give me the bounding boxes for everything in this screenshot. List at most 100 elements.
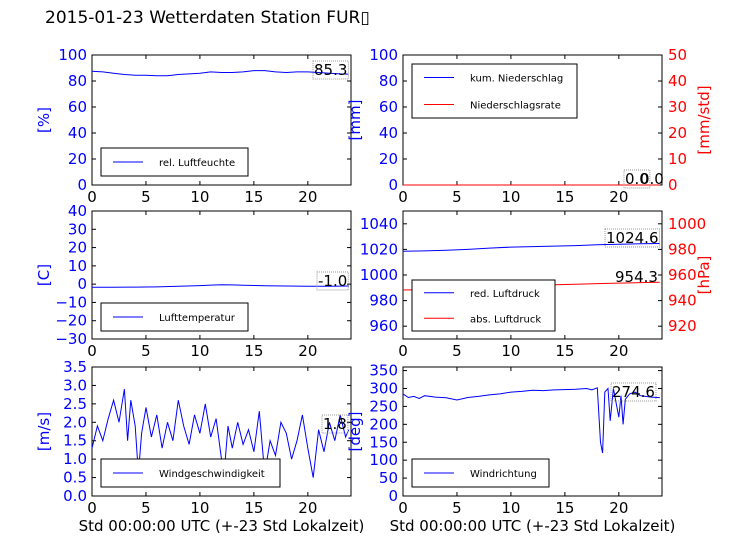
precipitation-ytick-right-label: 40 xyxy=(668,72,687,90)
wind_speed-ytick-label: 3.0 xyxy=(63,376,87,394)
pressure-ytick-right-label: 920 xyxy=(668,317,697,335)
pressure-series-1-line xyxy=(402,243,660,252)
wind_direction-series-1-line xyxy=(402,387,660,454)
wind_direction-xtick-label: 20 xyxy=(609,499,628,517)
pressure-legend-label: abs. Luftdruck xyxy=(470,314,541,325)
wind_direction-ytick-label: 250 xyxy=(369,397,398,415)
wind_direction-ytick-label: 150 xyxy=(369,433,398,451)
humidity-ytick-label: 40 xyxy=(68,124,87,142)
temperature-current-value-box xyxy=(316,271,349,291)
precipitation-ytick-label: 20 xyxy=(379,150,398,168)
humidity-xtick-label: 0 xyxy=(87,188,97,206)
wind_direction-xtick-label: 15 xyxy=(555,499,574,517)
precipitation-ytick-right-label: 0 xyxy=(668,176,678,194)
precipitation-ytick-label: 60 xyxy=(379,98,398,116)
pressure-xtick-label: 10 xyxy=(501,342,520,360)
wind_speed-current-value: 1.8 xyxy=(323,415,347,433)
temperature-ytick-label: 20 xyxy=(68,239,87,257)
precipitation-ytick-label: 80 xyxy=(379,72,398,90)
wind_direction-ytick-label: 50 xyxy=(379,469,398,487)
temperature-xtick-label: 0 xyxy=(87,342,97,360)
pressure-legend-label: red. Luftdruck xyxy=(470,289,540,300)
temperature-ytick-label: 30 xyxy=(68,220,87,238)
precipitation-ytick-right-label: 20 xyxy=(668,124,687,142)
humidity-ytick-label: 20 xyxy=(68,150,87,168)
pressure-ytick-label: 1020 xyxy=(360,240,398,258)
wind_direction-xlabel: Std 00:00:00 UTC (+-23 Std Lokalzeit) xyxy=(390,517,676,535)
pressure-legend-box xyxy=(411,279,556,332)
pressure-ytick-right-label: 960 xyxy=(668,266,697,284)
humidity-current-value-box xyxy=(312,60,349,80)
pressure-xtick-label: 20 xyxy=(609,342,628,360)
pressure-ytick-right-label: 980 xyxy=(668,240,697,258)
humidity-xtick-label: 10 xyxy=(190,188,209,206)
wind_speed-ytick-label: 2.0 xyxy=(63,413,87,431)
wind_direction-xtick-label: 10 xyxy=(501,499,520,517)
precipitation-xtick-label: 20 xyxy=(609,188,628,206)
pressure-ytick-label: 1000 xyxy=(360,266,398,284)
temperature-ytick-label: −20 xyxy=(55,312,87,330)
pressure-ytick-label: 1040 xyxy=(360,215,398,233)
pressure-xtick-label: 5 xyxy=(452,342,462,360)
wind_speed-ytick-label: 2.5 xyxy=(63,395,87,413)
wind_speed-legend-label: Windgeschwindigkeit xyxy=(159,469,265,480)
precipitation-xtick-label: 10 xyxy=(501,188,520,206)
temperature-ytick-label: −10 xyxy=(55,293,87,311)
pressure-ylabel-right: [hPa] xyxy=(695,256,713,295)
pressure-current-value-box xyxy=(604,228,660,248)
humidity-xtick-label: 15 xyxy=(244,188,263,206)
wind_speed-ytick-label: 0.5 xyxy=(63,469,87,487)
precipitation-ytick-right-label: 10 xyxy=(668,150,687,168)
humidity-ytick-label: 80 xyxy=(68,72,87,90)
temperature-ytick-label: 0 xyxy=(77,275,87,293)
pressure-ytick-right-label: 940 xyxy=(668,292,697,310)
humidity-ytick-label: 60 xyxy=(68,98,87,116)
wind_direction-xtick-label: 5 xyxy=(452,499,462,517)
wind_direction-ytick-label: 100 xyxy=(369,451,398,469)
wind_speed-current-value-box xyxy=(321,414,349,434)
humidity-ytick-label: 0 xyxy=(77,176,87,194)
humidity-legend-label: rel. Luftfeuchte xyxy=(159,158,235,169)
precipitation-legend-label: Niederschlagsrate xyxy=(470,101,561,112)
humidity-ylabel: [%] xyxy=(35,107,53,133)
pressure-ytick-label: 980 xyxy=(369,292,398,310)
wind_direction-ytick-label: 0 xyxy=(388,487,398,505)
temperature-current-value: -1.0 xyxy=(318,272,347,290)
pressure-current-value-right: 954.3 xyxy=(615,268,658,286)
precipitation-ytick-right-label: 30 xyxy=(668,98,687,116)
humidity-xtick-label: 20 xyxy=(298,188,317,206)
precipitation-ytick-label: 40 xyxy=(379,124,398,142)
wind_direction-legend-label: Windrichtung xyxy=(470,469,537,480)
wind_speed-series-1-line xyxy=(91,389,350,478)
temperature-xtick-label: 10 xyxy=(190,342,209,360)
humidity-current-value: 85.3 xyxy=(314,61,347,79)
wind_direction-current-value: 274.6 xyxy=(612,383,655,401)
temperature-legend-label: Lufttemperatur xyxy=(159,313,236,324)
wind_speed-xtick-label: 15 xyxy=(244,499,263,517)
temperature-ytick-label: 40 xyxy=(68,202,87,220)
wind_direction-xtick-label: 0 xyxy=(398,499,408,517)
wind_speed-ytick-label: 1.0 xyxy=(63,450,87,468)
wind_direction-ytick-label: 300 xyxy=(369,380,398,398)
precipitation-current-value: 0.0 xyxy=(625,170,649,188)
wind_speed-xtick-label: 20 xyxy=(298,499,317,517)
precipitation-legend-label: kum. Niederschlag xyxy=(470,74,563,85)
wind_direction-current-value-box xyxy=(610,382,657,402)
temperature-xtick-label: 15 xyxy=(244,342,263,360)
humidity-ytick-label: 100 xyxy=(58,46,87,64)
wind_direction-ylabel: [deg] xyxy=(346,412,364,452)
wind_direction-legend-box xyxy=(411,458,550,488)
pressure-xtick-label: 15 xyxy=(555,342,574,360)
wind_speed-xlabel: Std 00:00:00 UTC (+-23 Std Lokalzeit) xyxy=(79,517,365,535)
temperature-ytick-label: 10 xyxy=(68,257,87,275)
humidity-series-1-line xyxy=(91,70,349,77)
pressure-xtick-label: 0 xyxy=(398,342,408,360)
temperature-xtick-label: 20 xyxy=(298,342,317,360)
precipitation-ytick-label: 0 xyxy=(388,176,398,194)
wind_speed-xtick-label: 0 xyxy=(87,499,97,517)
pressure-current-value: 1024.6 xyxy=(606,229,659,247)
wind_speed-ytick-label: 3.5 xyxy=(63,358,87,376)
wind_speed-ytick-label: 0.0 xyxy=(63,487,87,505)
precipitation-current-value-box xyxy=(623,169,651,189)
